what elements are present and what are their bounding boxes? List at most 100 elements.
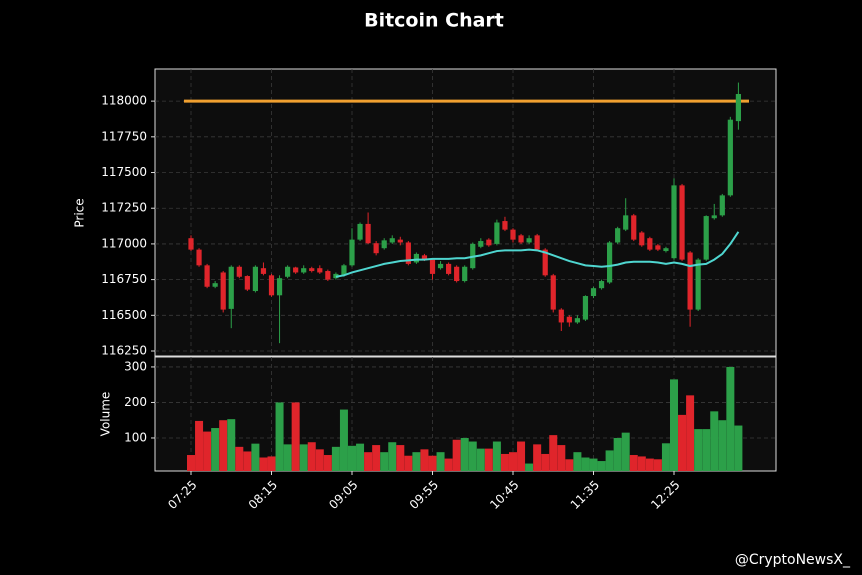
- volume-axis-label: Volume: [99, 392, 113, 437]
- candle-body: [526, 238, 532, 243]
- volume-bar: [323, 455, 332, 471]
- volume-bar: [339, 409, 348, 471]
- candle-body: [558, 309, 564, 323]
- volume-bar: [500, 453, 509, 471]
- x-tick-label: 07:25: [165, 478, 199, 512]
- candle-body: [260, 268, 267, 274]
- volume-bar: [726, 366, 735, 471]
- volume-bar: [509, 452, 517, 471]
- volume-bar: [734, 425, 743, 471]
- candle-body: [188, 238, 194, 250]
- volume-bar: [364, 452, 373, 471]
- candle-body: [655, 245, 661, 250]
- candle-body: [647, 238, 653, 250]
- volume-bar: [428, 455, 437, 471]
- volume-bar: [356, 443, 365, 471]
- y-tick-label: 116250: [101, 344, 147, 358]
- candle-body: [454, 266, 460, 282]
- x-tick-label: 09:05: [326, 478, 360, 512]
- volume-bar: [533, 444, 542, 471]
- candle-body: [494, 222, 500, 244]
- y-tick-label: 116500: [101, 308, 147, 322]
- candle-body: [228, 266, 234, 309]
- chart-title: Bitcoin Chart: [364, 10, 504, 32]
- candle-body: [212, 283, 218, 287]
- volume-bar: [573, 452, 582, 471]
- candle-body: [639, 232, 645, 246]
- candle-body: [196, 249, 202, 266]
- candle-body: [566, 316, 572, 323]
- volume-tick-label: 100: [124, 430, 147, 444]
- candle-body: [719, 195, 725, 216]
- volume-bar: [653, 459, 662, 471]
- candle-body: [486, 239, 492, 246]
- candle-body: [236, 266, 242, 277]
- moving-average-line: [335, 231, 740, 278]
- volume-bar: [291, 402, 300, 471]
- volume-bar: [645, 458, 654, 471]
- candle-body: [582, 296, 589, 320]
- volume-bar: [605, 450, 614, 471]
- volume-bar: [211, 428, 220, 471]
- volume-bar: [517, 441, 526, 471]
- volume-bar: [267, 456, 276, 471]
- candle-body: [413, 253, 419, 263]
- candle-body: [663, 248, 669, 252]
- candle-body: [421, 255, 428, 260]
- volume-bar: [613, 437, 622, 471]
- y-tick-label: 117500: [101, 165, 147, 179]
- volume-bar: [629, 455, 638, 471]
- candle-body: [244, 276, 250, 290]
- y-tick-label: 117750: [101, 129, 147, 143]
- volume-bar: [549, 435, 558, 471]
- y-tick-label: 117250: [101, 201, 147, 215]
- candle-body: [671, 185, 677, 259]
- candle-body: [711, 215, 717, 219]
- candle-body: [252, 266, 258, 292]
- volume-bar: [259, 457, 268, 471]
- candle-body: [373, 243, 379, 254]
- candle-body: [687, 252, 693, 310]
- candle-body: [607, 242, 613, 283]
- volume-bar: [251, 443, 260, 471]
- candle-body: [325, 271, 331, 280]
- candle-body: [631, 215, 637, 240]
- volume-bar: [702, 429, 711, 471]
- volume-bar: [388, 442, 397, 471]
- volume-bar: [597, 461, 606, 471]
- volume-bar: [452, 439, 461, 471]
- candle-body: [317, 268, 323, 273]
- volume-bar: [307, 442, 316, 471]
- volume-bar: [710, 411, 719, 471]
- volume-bar: [565, 459, 574, 471]
- volume-bar: [283, 444, 292, 471]
- candle-body: [615, 228, 621, 243]
- x-tick-label: 10:45: [487, 478, 521, 512]
- candle-body: [478, 241, 484, 247]
- volume-bar: [678, 414, 687, 471]
- volume-bar: [718, 420, 727, 471]
- candle-body: [437, 263, 444, 269]
- volume-bar: [621, 432, 630, 471]
- candle-body: [293, 267, 299, 273]
- candle-body: [357, 223, 363, 240]
- volume-bar: [484, 448, 493, 471]
- volume-bar: [420, 449, 429, 471]
- candle-body: [518, 235, 524, 243]
- candle-body: [276, 278, 283, 296]
- candle-body: [695, 259, 701, 310]
- volume-bar: [219, 420, 228, 471]
- candle-body: [574, 318, 580, 323]
- volume-bar: [468, 441, 477, 471]
- volume-bar: [299, 444, 308, 471]
- volume-bar: [581, 457, 590, 471]
- candle-body: [598, 281, 605, 289]
- candle-body: [389, 238, 395, 243]
- volume-bar: [195, 420, 204, 471]
- volume-bar: [492, 441, 501, 471]
- y-tick-label: 116750: [101, 272, 147, 286]
- candle-body: [735, 93, 741, 122]
- x-tick-label: 12:25: [648, 478, 682, 512]
- volume-bar: [541, 453, 550, 471]
- candle-body: [285, 266, 291, 277]
